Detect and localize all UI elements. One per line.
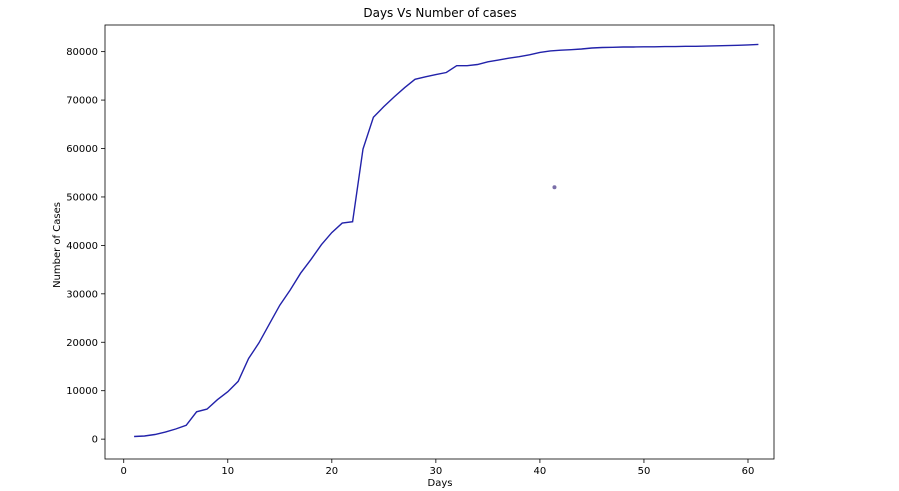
x-tick-label: 0 [121, 466, 127, 477]
x-ticks: 0 10 20 30 40 50 60 [121, 459, 755, 477]
y-tick-label: 40000 [66, 241, 98, 252]
x-tick-label: 20 [325, 466, 338, 477]
x-tick-label: 30 [429, 466, 442, 477]
y-ticks: 0 10000 20000 30000 40000 50000 60000 70000 8000… [66, 47, 105, 446]
x-axis-label: Days [428, 478, 453, 489]
x-tick-label: 10 [221, 466, 234, 477]
series-line-cases [134, 43, 759, 438]
y-tick-label: 30000 [66, 289, 98, 300]
y-tick-label: 60000 [66, 144, 98, 155]
x-tick-label: 40 [534, 466, 547, 477]
x-tick-label: 60 [742, 466, 755, 477]
plot-area-frame [104, 24, 775, 460]
y-tick-label: 20000 [66, 338, 98, 349]
y-tick-label: 10000 [66, 386, 98, 397]
y-tick-label: 70000 [66, 96, 98, 107]
y-tick-label: 50000 [66, 192, 98, 203]
outlier-point [552, 185, 557, 190]
y-axis-label: Number of Cases [52, 202, 63, 288]
x-tick-label: 50 [638, 466, 651, 477]
y-tick-label: 80000 [66, 47, 98, 58]
y-tick-label: 0 [92, 435, 98, 446]
chart-title: Days Vs Number of cases [363, 6, 516, 20]
